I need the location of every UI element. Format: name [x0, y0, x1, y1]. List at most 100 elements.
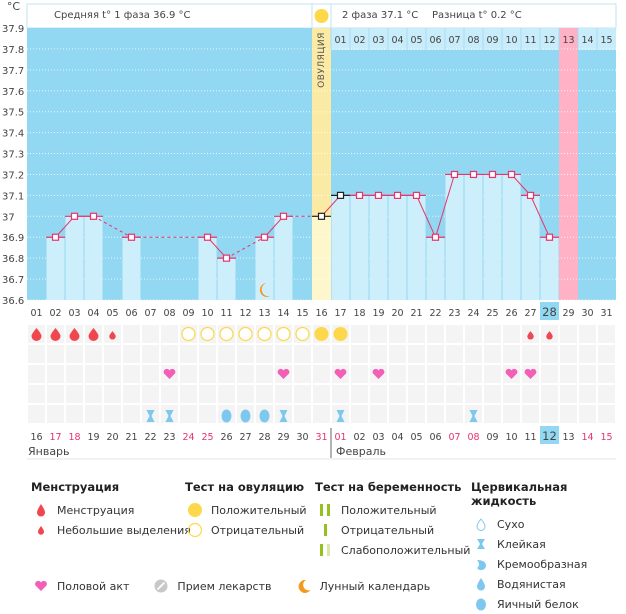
ovulation-test-negative-icon	[295, 326, 310, 342]
temperature-point	[545, 233, 554, 241]
legend-item: Водянистая	[471, 574, 626, 594]
y-tick-label: 37	[2, 212, 15, 223]
phase2-header	[330, 3, 617, 29]
temperature-bar	[464, 174, 483, 300]
symbol-cell	[370, 385, 387, 403]
x-tick-label: 19	[372, 308, 384, 319]
blood-drop-icon	[31, 502, 51, 518]
calendar-date: 09	[486, 432, 498, 443]
single-bar-icon	[315, 522, 335, 538]
symbol-cell	[66, 345, 83, 363]
symbol-cell	[47, 365, 64, 383]
symbol-cell	[465, 385, 482, 403]
temperature-point	[203, 233, 212, 241]
legend-item: Кремообразная	[471, 554, 626, 574]
symbol-cell	[294, 405, 311, 423]
temperature-line-segment	[530, 195, 550, 238]
spotting-drop-icon	[109, 331, 116, 340]
calendar-date: 15	[600, 432, 612, 443]
y-tick-label: 37.5	[2, 108, 24, 119]
x-tick-label: 10	[201, 308, 213, 319]
calendar-date: 16	[30, 432, 42, 443]
symbol-cell	[104, 345, 121, 363]
symbol-cell	[123, 345, 140, 363]
symbol-cell	[408, 345, 425, 363]
symbol-cell	[541, 385, 558, 403]
symbol-cell	[142, 345, 159, 363]
x-tick-label: 25	[486, 308, 498, 319]
symbol-cell	[313, 405, 330, 423]
y-tick-label: 37.4	[2, 129, 24, 140]
egg-white-icon	[471, 596, 491, 612]
symbol-cell	[180, 365, 197, 383]
phase1-average: Средняя t° 1 фаза 36.9 °C	[54, 10, 191, 21]
symbol-cell	[370, 325, 387, 343]
temperature-bar	[274, 216, 293, 300]
calendar-date: 04	[391, 432, 403, 443]
legend-title: Тест на беременность	[315, 480, 462, 494]
legend-item: Отрицательный	[185, 520, 307, 540]
symbol-cell	[541, 345, 558, 363]
symbol-cell	[199, 365, 216, 383]
symbol-cell	[598, 345, 615, 363]
symbol-cell	[66, 365, 83, 383]
symbol-cell	[560, 325, 577, 343]
symbol-cell	[560, 405, 577, 423]
temperature-point	[374, 191, 383, 199]
x-tick-label: 27	[524, 308, 536, 319]
calendar-date: 25	[201, 432, 213, 443]
calendar-date: 23	[163, 432, 175, 443]
symbol-cell	[351, 365, 368, 383]
spotting-drop-icon	[546, 331, 553, 340]
calendar-date: 05	[410, 432, 422, 443]
x-tick-label: 17	[334, 308, 346, 319]
temperature-bar	[540, 237, 559, 300]
symbol-cell	[256, 345, 273, 363]
temperature-bar	[369, 195, 388, 300]
sticky-icon	[165, 410, 174, 422]
symbol-cell	[85, 365, 102, 383]
x-tick-label: 31	[600, 308, 612, 319]
symbol-cell	[199, 385, 216, 403]
temperature-point	[279, 212, 288, 220]
phase2-average: 2 фаза 37.1 °C	[342, 10, 419, 21]
dry-drop-icon	[471, 516, 491, 532]
heart-icon	[31, 578, 51, 594]
phase2-day-number: 12	[543, 35, 555, 46]
temperature-point	[526, 191, 535, 199]
symbol-cell	[598, 385, 615, 403]
temperature-point	[469, 170, 478, 179]
menstruation-drop-icon	[88, 328, 99, 342]
symbol-cell	[332, 345, 349, 363]
symbol-cell	[541, 405, 558, 423]
symbol-cell	[294, 345, 311, 363]
x-tick-label: 09	[182, 308, 194, 319]
x-tick-label: 29	[562, 308, 574, 319]
calendar-date: 17	[49, 432, 61, 443]
y-tick-label: 36.8	[2, 254, 24, 265]
calendar-date: 02	[353, 432, 365, 443]
symbol-cell	[313, 365, 330, 383]
symbol-cell	[313, 345, 330, 363]
symbol-cell	[541, 365, 558, 383]
x-tick-label: 04	[87, 308, 99, 319]
symbol-cell	[598, 325, 615, 343]
temperature-bar	[65, 216, 84, 300]
symbol-cell	[408, 385, 425, 403]
symbol-cell	[579, 325, 596, 343]
calendar-date: 19	[87, 432, 99, 443]
pill-icon	[151, 578, 171, 594]
phase2-day-number: 05	[410, 35, 422, 46]
sticky-icon	[336, 410, 345, 422]
y-tick-label: 37.8	[2, 45, 24, 56]
phase2-day-strip	[331, 28, 616, 50]
sticky-icon	[146, 410, 155, 422]
symbol-cell	[446, 385, 463, 403]
symbol-cell	[237, 345, 254, 363]
temperature-bar	[331, 195, 350, 300]
symbol-cell	[484, 325, 501, 343]
symbol-cell	[389, 385, 406, 403]
symbol-cell	[142, 325, 159, 343]
temperature-line-segment	[226, 236, 265, 259]
calendar-date: 13	[562, 432, 574, 443]
